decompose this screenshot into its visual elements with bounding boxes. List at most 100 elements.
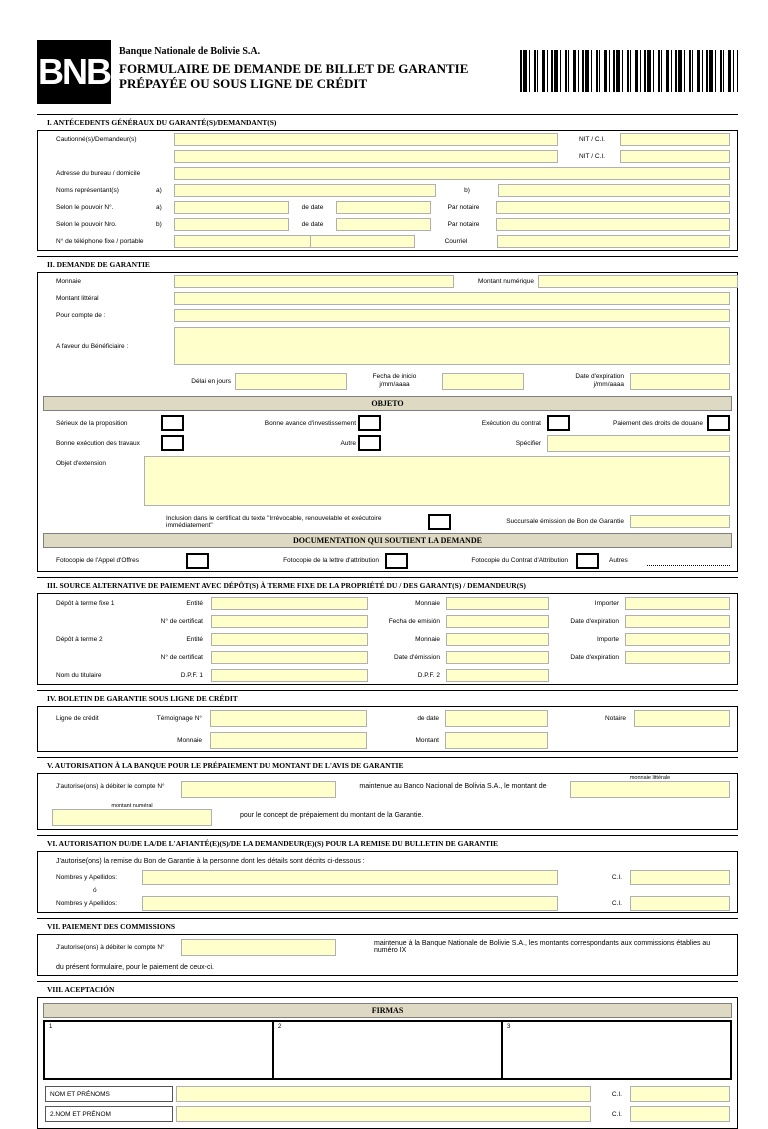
delai-field[interactable]: [235, 372, 347, 390]
representant-a-field[interactable]: [174, 184, 436, 197]
depot1-import-field[interactable]: [625, 596, 730, 610]
checkbox-execution[interactable]: [547, 415, 570, 431]
depot2-emission-field[interactable]: [446, 650, 549, 664]
checkbox-foto-appel[interactable]: [186, 552, 209, 569]
nom1-ci-field[interactable]: [630, 1086, 730, 1102]
section-5: V. AUTORISATION À LA BANQUE POUR LE PRÉP…: [37, 757, 738, 830]
fecha-inicio-field[interactable]: [442, 372, 524, 390]
row-objeto-1: Sérieux de la proposition Bonne avance d…: [38, 413, 737, 433]
row-delai-dates: Délai en jours Fecha de inicio j/mm/aaaa…: [38, 368, 737, 394]
date-expiration-field[interactable]: [630, 372, 730, 390]
checkbox-foto-lettre[interactable]: [385, 552, 408, 569]
beneficiaire-label: A faveur du Bénéficiaire :: [56, 342, 129, 350]
nit-field-1[interactable]: [620, 133, 730, 146]
depot2-import-field[interactable]: [625, 632, 730, 646]
pouvoir-b-num-field[interactable]: [174, 218, 289, 231]
v-monnaie-litterale-field[interactable]: [570, 781, 730, 798]
s4-date-field[interactable]: [445, 709, 548, 727]
cautionne-field-2[interactable]: [174, 150, 558, 163]
nom1-field[interactable]: [176, 1086, 591, 1102]
row-ligne-credit: Ligne de crédit Témoignage N° de date No…: [38, 707, 737, 729]
nom2-ci-field[interactable]: [630, 1106, 730, 1122]
row-vii-suite: du présent formulaire, pour le paiement …: [38, 959, 737, 975]
signature-box-3[interactable]: 3: [507, 1024, 511, 1030]
checkbox-bonne-execution[interactable]: [161, 435, 184, 451]
adresse-field[interactable]: [174, 167, 730, 180]
pouvoir-a-date-field[interactable]: [336, 201, 431, 214]
serieux-label: Sérieux de la proposition: [56, 419, 128, 427]
section-1: I. ANTÉCEDENTS GÉNÉRAUX DU GARANTÉ(S)/DE…: [37, 114, 738, 251]
section-8-title: VIII. ACEPTACIÓN: [47, 985, 115, 994]
pouvoir-b-date-field[interactable]: [336, 218, 431, 231]
depot1-monnaie-field[interactable]: [446, 596, 549, 610]
nit-label-2: NIT / C.I.: [579, 153, 605, 160]
checkbox-inclusion[interactable]: [428, 513, 451, 530]
pouvoir-b-notaire-field[interactable]: [496, 218, 730, 231]
dpf2-field[interactable]: [446, 668, 549, 682]
section-8: VIII. ACEPTACIÓN FIRMAS 1 2 3 NOM ET PRÉ…: [37, 981, 738, 1129]
s4-monnaie-field[interactable]: [210, 731, 367, 749]
specifier-field[interactable]: [547, 434, 730, 452]
checkbox-serieux[interactable]: [161, 415, 184, 431]
certificat-label-1: N° de certificat: [160, 617, 203, 625]
succursale-label: Succursale émission de Bon de Garantie: [506, 518, 624, 525]
objet-extension-field[interactable]: [144, 456, 730, 506]
row-cautionne-2: NIT / C.I.: [38, 148, 737, 165]
noms-label: Noms représentant(s): [56, 187, 119, 194]
telephone-fixe-field[interactable]: [174, 235, 311, 248]
pouvoir-a-num-field[interactable]: [174, 201, 289, 214]
cautionne-field-1[interactable]: [174, 133, 558, 146]
nom2-field[interactable]: [176, 1106, 591, 1122]
signature-box-1[interactable]: 1: [45, 1022, 274, 1078]
fecha-inicio-label: Fecha de inicio j/mm/aaaa: [372, 373, 417, 388]
vi-intro-text: J'autorise(ons) la remise du Bon de Gara…: [56, 857, 365, 865]
dpf1-field[interactable]: [211, 668, 368, 682]
section-5-title: V. AUTORISATION À LA BANQUE POUR LE PRÉP…: [47, 761, 404, 770]
signature-box-2[interactable]: 2: [274, 1022, 503, 1078]
depot2-monnaie-field[interactable]: [446, 632, 549, 646]
depot2-certificat-field[interactable]: [211, 650, 368, 664]
row-pour-compte: Pour compte de :: [38, 307, 737, 324]
temoignage-field[interactable]: [210, 709, 367, 727]
checkbox-autre[interactable]: [358, 435, 381, 451]
depot2-entite-field[interactable]: [211, 632, 368, 646]
courriel-field[interactable]: [497, 235, 730, 248]
temoignage-label: Témoignage N°: [156, 714, 202, 722]
v-compte-field[interactable]: [181, 781, 336, 798]
checkbox-foto-contrat[interactable]: [576, 552, 599, 569]
autres-writein-line[interactable]: [647, 556, 730, 566]
notaire-field[interactable]: [634, 709, 730, 727]
pouvoir-a-letter: a): [156, 204, 162, 211]
beneficiaire-field[interactable]: [174, 327, 730, 365]
checkbox-droits-douane[interactable]: [707, 415, 730, 431]
ci-field-2[interactable]: [630, 895, 730, 911]
depot1-certificat-field[interactable]: [211, 614, 368, 628]
depot2-expiration-field[interactable]: [625, 650, 730, 664]
s4-montant-field[interactable]: [445, 731, 548, 749]
depot1-entite-field[interactable]: [211, 596, 368, 610]
succursale-field[interactable]: [630, 515, 730, 528]
row-nom-2: 2.NOM ET PRÉNOM C.I.: [38, 1104, 737, 1124]
nombres-field-1[interactable]: [142, 869, 558, 885]
depot1-emision-field[interactable]: [446, 614, 549, 628]
nombres-field-2[interactable]: [142, 895, 558, 911]
nit-label-1: NIT / C.I.: [579, 136, 605, 143]
vii-maintenue-text: maintenue à la Banque Nationale de Boliv…: [374, 940, 711, 954]
section-6: VI. AUTORISATION DU/DE LA/DE L'AFIANTÉ(E…: [37, 835, 738, 913]
ci-field-1[interactable]: [630, 869, 730, 885]
v-montant-numeral-field[interactable]: [52, 809, 212, 826]
montant-numerique-field[interactable]: [538, 275, 738, 288]
monnaie-field[interactable]: [174, 275, 454, 288]
checkbox-bonne-avance[interactable]: [358, 415, 381, 431]
pour-compte-field[interactable]: [174, 309, 730, 322]
row-inclusion: Inclusion dans le certificat du texte "I…: [38, 512, 737, 531]
telephone-portable-field[interactable]: [310, 235, 415, 248]
depot1-expiration-field[interactable]: [625, 614, 730, 628]
nit-field-2[interactable]: [620, 150, 730, 163]
vii-compte-field[interactable]: [181, 938, 336, 956]
montant-litteral-field[interactable]: [174, 292, 730, 305]
representant-b-field[interactable]: [498, 184, 730, 197]
section-7-box: J'autorise(ons) à débiter le compte N° m…: [37, 934, 738, 976]
pouvoir-a-notaire-field[interactable]: [496, 201, 730, 214]
nom1-ci-label: C.I.: [611, 1090, 622, 1098]
